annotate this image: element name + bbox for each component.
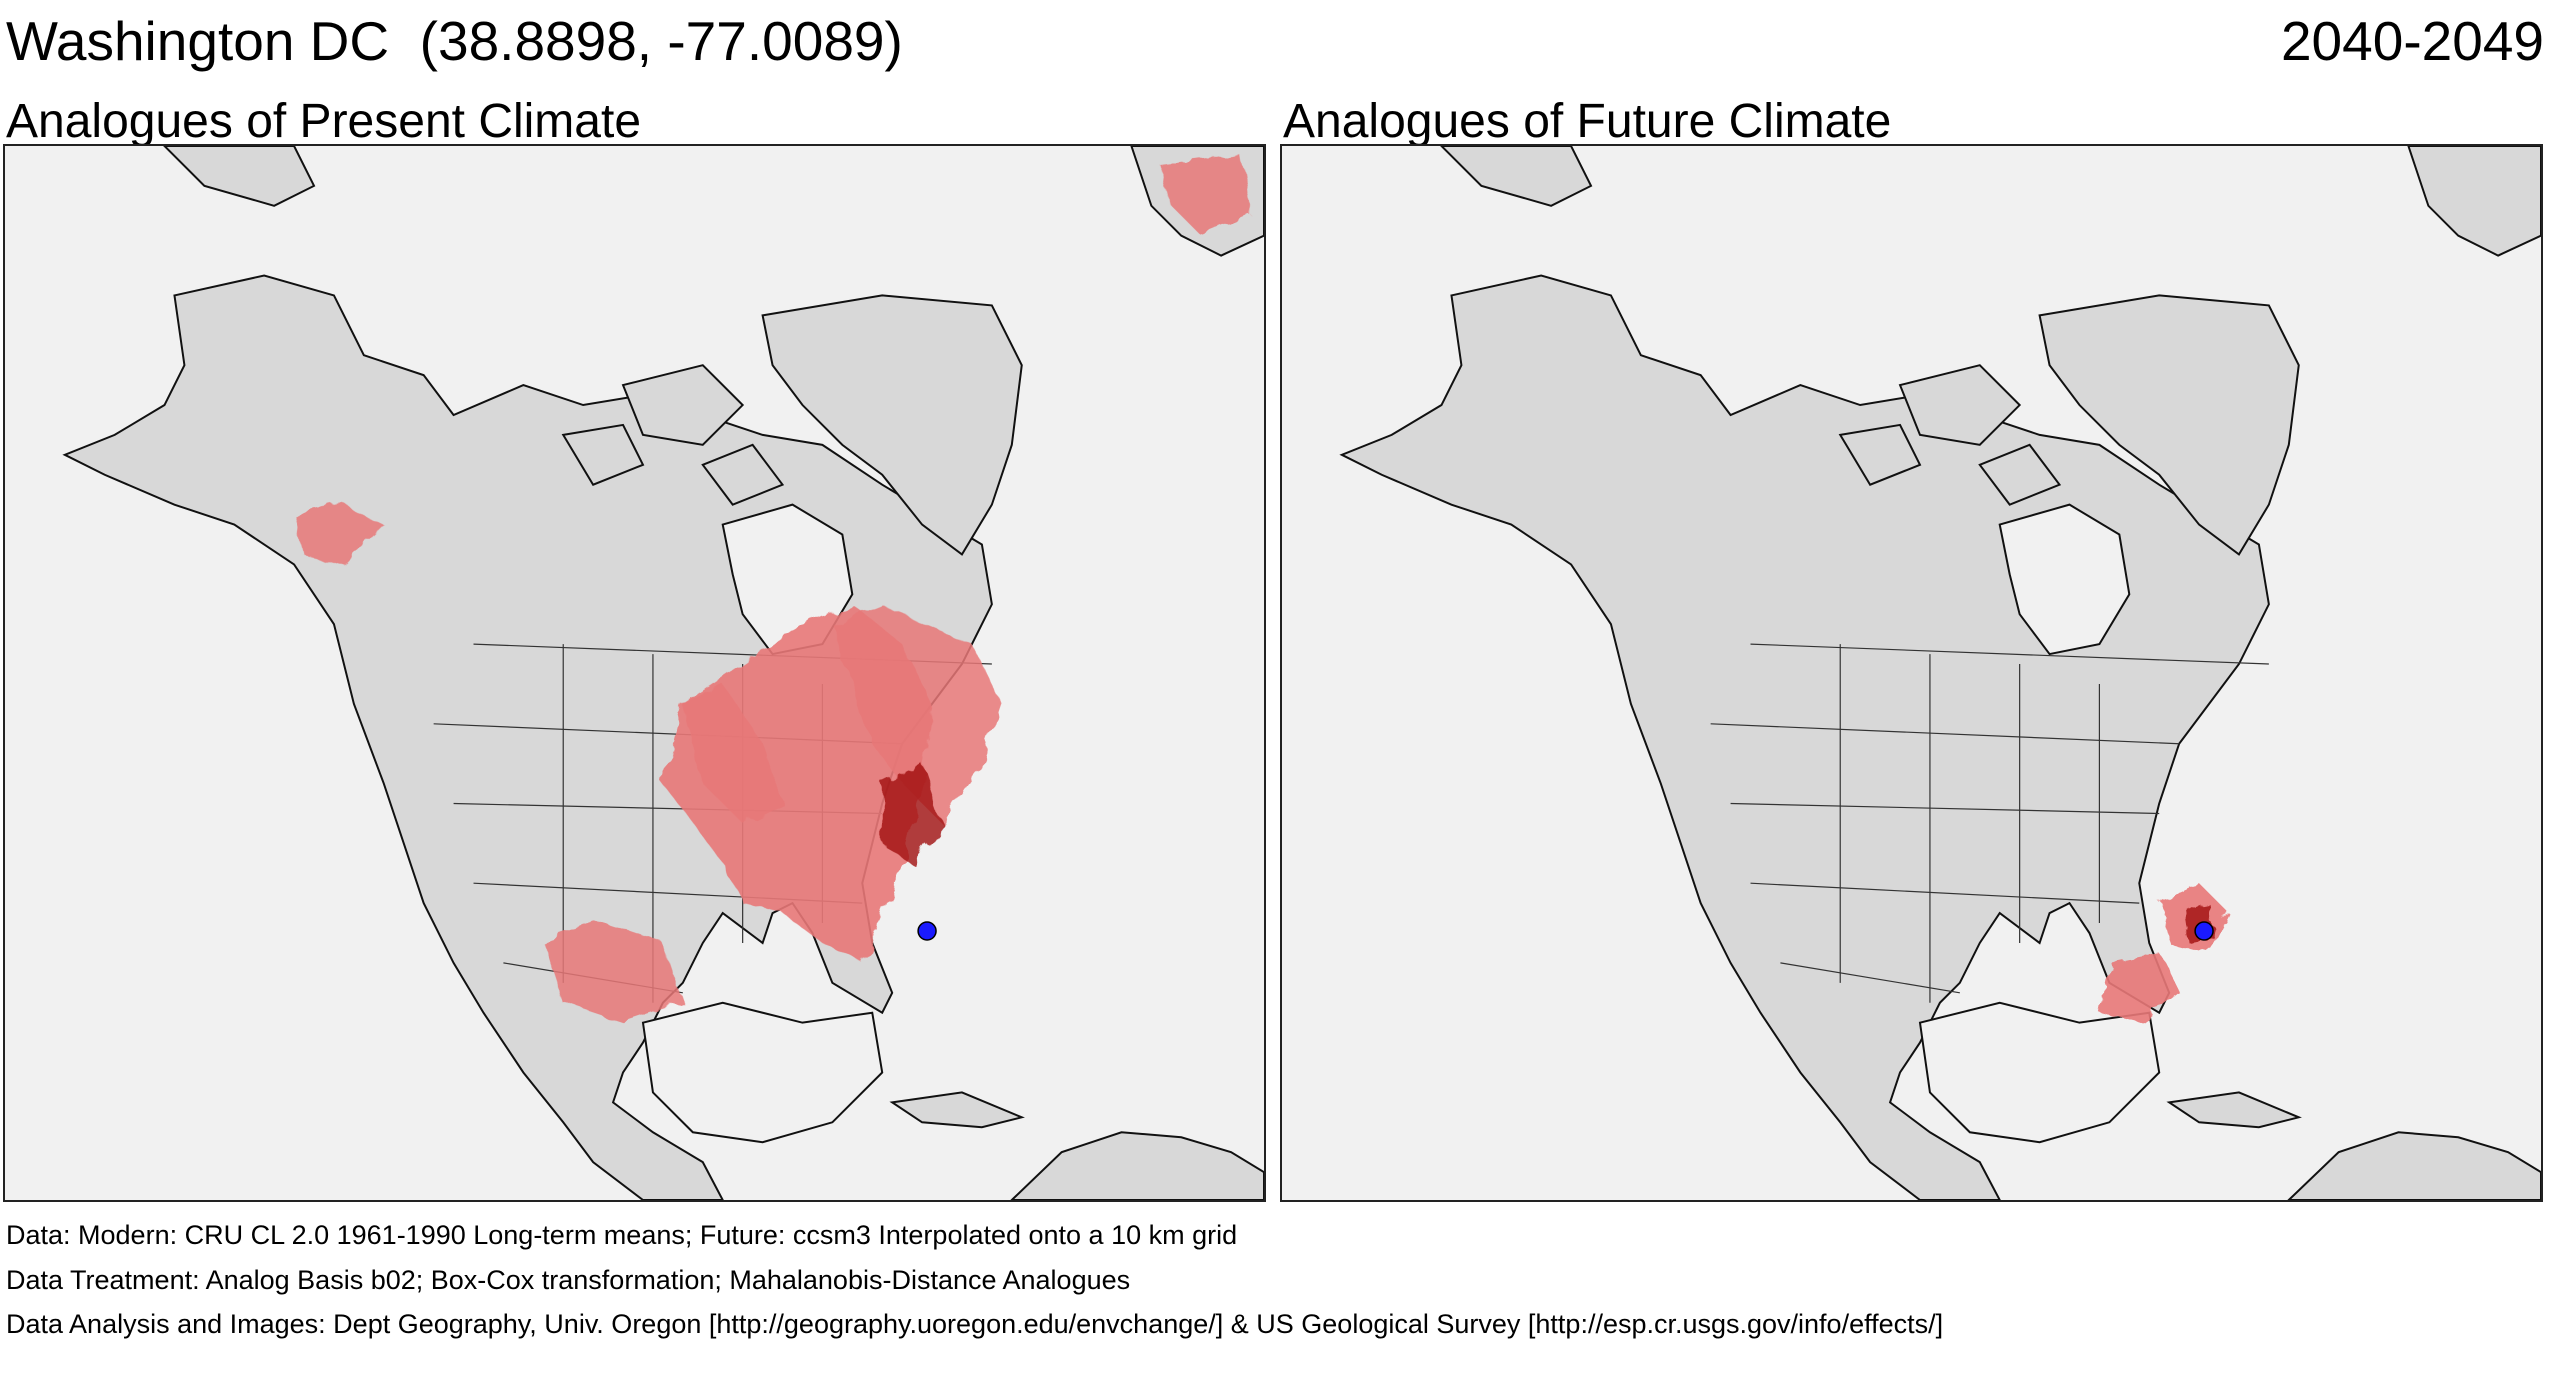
analogue-region-tennessee	[2099, 952, 2180, 1023]
land-masses	[1339, 146, 2541, 1200]
south-america-landmass	[2287, 1131, 2541, 1200]
arctic-islands	[1838, 364, 2062, 506]
north-america-landmass	[62, 274, 993, 1200]
analogue-regions	[294, 155, 1252, 1023]
analogue-region-strong	[882, 763, 943, 864]
greenland-landmass	[2038, 294, 2300, 556]
map-present-svg	[62, 146, 1264, 1200]
footer-data-source: Data: Modern: CRU CL 2.0 1961-1990 Long-…	[6, 1220, 1238, 1250]
cuba-island	[889, 1091, 1025, 1129]
south-america-landmass	[1010, 1131, 1264, 1200]
location-marker	[917, 921, 937, 941]
europe-landmass	[2407, 146, 2541, 257]
arctic-islands	[561, 364, 785, 506]
analogue-region-quebec	[832, 604, 1002, 824]
map-future-svg	[1339, 146, 2541, 1200]
gulf-of-mexico	[1918, 1001, 2161, 1144]
hudson-bay	[1998, 503, 2131, 656]
panel-title-present: Analogues of Present Climate	[6, 95, 642, 148]
land-masses	[62, 146, 1264, 1200]
analogue-region-ontario	[682, 683, 783, 824]
cuba-island	[2166, 1091, 2302, 1129]
analogue-region-europe	[1161, 155, 1252, 236]
gulf-of-mexico	[641, 1001, 884, 1144]
map-panel-present	[3, 144, 1266, 1202]
map-title-period: 2040-2049	[2280, 10, 2544, 72]
map-panel-future	[1280, 144, 2543, 1202]
footer-data-analysis: Data Analysis and Images: Dept Geography…	[6, 1309, 1944, 1339]
footer-data-treatment: Data Treatment: Analog Basis b02; Box-Co…	[6, 1265, 1131, 1295]
asia-landmass	[1440, 146, 1593, 207]
map-title-location: Washington DC (38.8898, -77.0089)	[6, 10, 903, 72]
north-america-landmass	[1339, 274, 2270, 1200]
greenland-landmass	[761, 294, 1023, 556]
analogue-region-southwest	[543, 923, 683, 1023]
panel-title-future: Analogues of Future Climate	[1283, 95, 1892, 148]
location-marker	[2194, 921, 2214, 941]
political-borders	[1710, 643, 2269, 1003]
analogue-region-alaska	[294, 504, 384, 565]
asia-landmass	[163, 146, 316, 207]
